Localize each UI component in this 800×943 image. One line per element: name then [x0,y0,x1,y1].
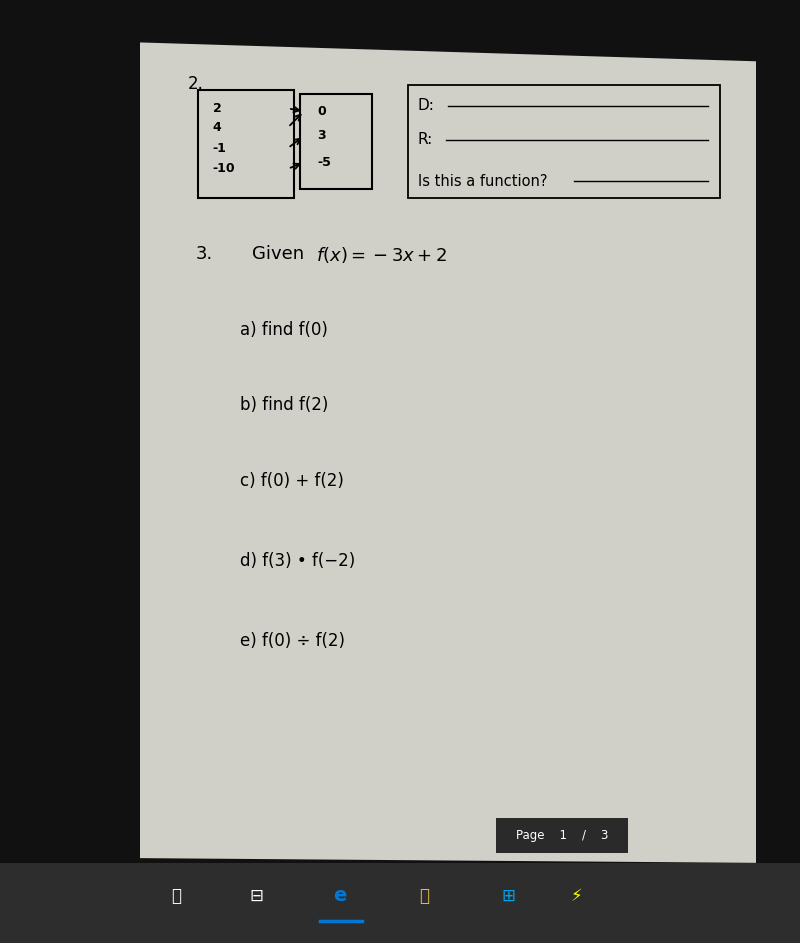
Text: 3.: 3. [196,245,214,263]
Text: a) find f(0): a) find f(0) [240,321,328,339]
Text: -1: -1 [213,141,226,155]
Text: Is this a function?: Is this a function? [418,174,547,189]
Bar [408,85,720,198]
Polygon shape [140,42,756,863]
Text: ⚡: ⚡ [570,886,582,905]
Text: 2.: 2. [188,75,204,93]
Text: D:: D: [418,98,434,113]
Text: 📁: 📁 [419,886,429,905]
Text: e: e [334,886,346,905]
Text: 2: 2 [213,102,222,115]
Bar [0,863,800,943]
Text: ⊟: ⊟ [249,886,263,905]
Text: $f(x)=-3x+2$: $f(x)=-3x+2$ [316,245,447,265]
Text: R:: R: [418,132,433,147]
Text: 🎤: 🎤 [171,886,181,905]
Text: -10: -10 [213,162,235,175]
Text: Page    1    /    3: Page 1 / 3 [516,829,608,842]
Text: d) f(3) • f(−2): d) f(3) • f(−2) [240,552,355,570]
Text: 3: 3 [318,129,326,142]
Text: -5: -5 [318,156,331,169]
Bar [496,818,628,853]
Text: Given: Given [252,245,316,263]
Text: c) f(0) + f(2): c) f(0) + f(2) [240,472,344,489]
Text: b) find f(2): b) find f(2) [240,396,328,414]
Text: e) f(0) ÷ f(2): e) f(0) ÷ f(2) [240,632,345,650]
Bar [198,90,294,198]
Text: ⊞: ⊞ [501,886,515,905]
Text: 4: 4 [213,121,222,134]
Bar [300,94,372,189]
Text: 0: 0 [318,105,326,118]
